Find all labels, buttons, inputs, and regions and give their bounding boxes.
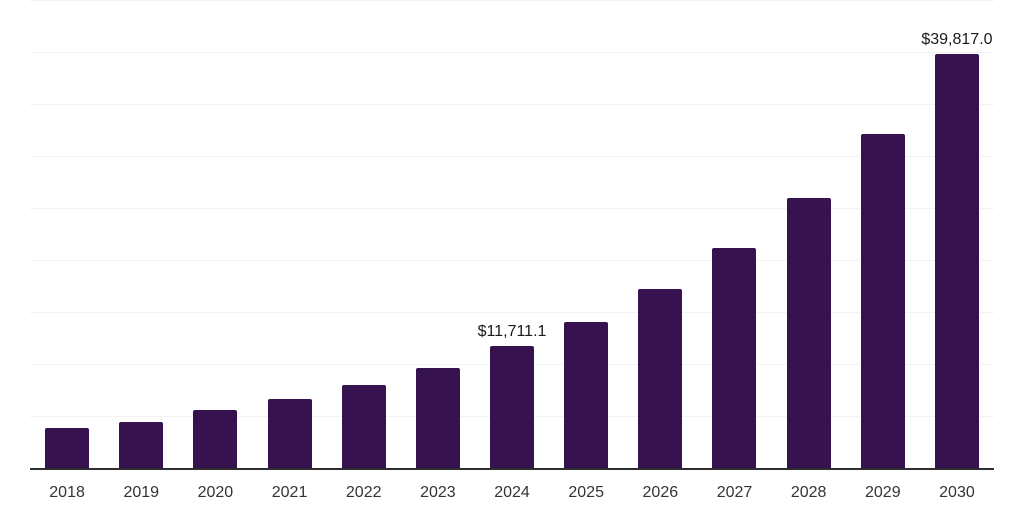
bar-group-2024: $11,711.1 (475, 0, 549, 468)
x-tick-label-2026: 2026 (642, 484, 679, 501)
x-tick-label-2019: 2019 (123, 484, 160, 501)
bar-2021 (267, 398, 312, 468)
bar-value-label-2024: $11,711.1 (477, 323, 547, 341)
bar-2026 (638, 289, 683, 468)
bar-2029 (860, 133, 905, 468)
x-tick-label-2020: 2020 (197, 484, 234, 501)
x-tick-label-2029: 2029 (865, 484, 901, 501)
bar-group-2021 (252, 0, 326, 468)
bar-group-2026 (623, 0, 697, 468)
bar-group-2028 (772, 0, 846, 468)
x-tick-label-2028: 2028 (790, 484, 827, 501)
bar-2027 (712, 248, 757, 468)
x-tick-label-2024: 2024 (494, 484, 530, 501)
bar-group-2023 (401, 0, 475, 468)
bar-group-2018 (30, 0, 104, 468)
plot-area: $11,711.1 $39,817.0 (30, 0, 994, 470)
x-tick-label-2021: 2021 (271, 484, 308, 501)
bar-2020 (193, 410, 238, 468)
bar-value-label-2030: $39,817.0 (921, 30, 993, 48)
bar-group-2022 (327, 0, 401, 468)
x-tick-label-2025: 2025 (568, 484, 604, 501)
bar-2022 (341, 385, 386, 468)
x-tick-label-2030: 2030 (939, 484, 975, 501)
bar-group-2020 (178, 0, 252, 468)
bar-2024 (490, 346, 535, 468)
bar-2028 (786, 198, 831, 468)
bar-group-2027 (697, 0, 771, 468)
x-tick-label-2023: 2023 (420, 484, 456, 501)
bar-group-2029 (846, 0, 920, 468)
bar-2030 (934, 53, 979, 468)
x-tick-label-2027: 2027 (716, 484, 753, 501)
x-axis-labels: 2018 2019 2020 2021 2022 2023 2024 2025 2026 2027… (30, 470, 994, 502)
bar-2023 (415, 367, 460, 468)
x-tick-label-2022: 2022 (345, 484, 382, 501)
bar-2019 (119, 421, 164, 468)
bar-2018 (45, 427, 90, 468)
bar-group-2019 (104, 0, 178, 468)
bar-group-2025 (549, 0, 623, 468)
x-tick-label-2018: 2018 (49, 484, 85, 501)
bar-2025 (564, 321, 609, 468)
bar-group-2030: $39,817.0 (920, 0, 994, 468)
